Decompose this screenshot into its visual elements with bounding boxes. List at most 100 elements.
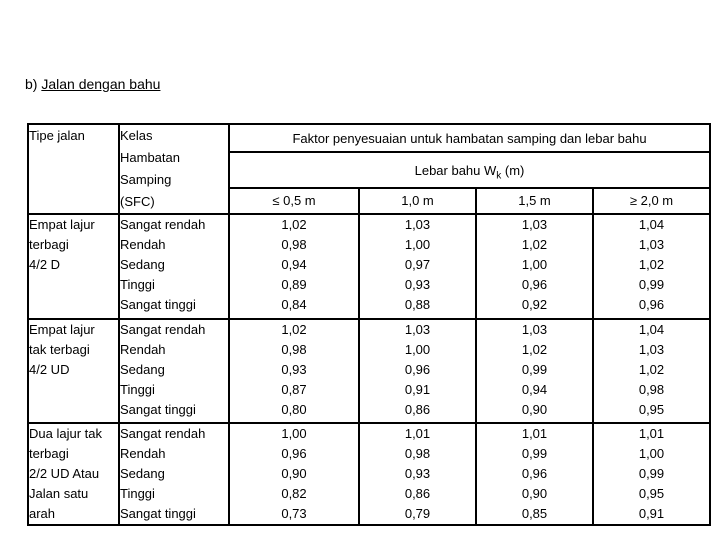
value-line: 0,89: [281, 277, 307, 292]
value-line: 1,02: [638, 257, 665, 272]
value-line: 0,87: [281, 382, 307, 397]
tipe-line: 2/2 UD Atau: [29, 466, 100, 481]
tipe-line: Dua lajur tak: [29, 426, 102, 441]
cell-values-1-0: 1,03 1,00 0,96 0,91 0,86: [358, 318, 477, 424]
tipe-line: 4/2 D: [29, 257, 61, 272]
header-row-1: Tipe jalan Kelas Hambatan Samping (SFC) …: [27, 122, 712, 215]
value-line: 1,03: [404, 217, 431, 232]
kelas-line: Sangat tinggi: [120, 297, 196, 312]
value-line: 0,92: [521, 297, 548, 312]
tipe-line: Empat lajur: [29, 322, 95, 337]
tipe-line: tak terbagi: [29, 342, 90, 357]
tipe-line: terbagi: [29, 237, 69, 252]
cell-values-ge-2-0: 1,04 1,03 1,02 0,99 0,96: [591, 213, 712, 320]
cell-values-1-5: 1,01 0,99 0,96 0,90 0,85: [475, 422, 594, 526]
value-line: 1,02: [521, 342, 548, 357]
value-line: 0,91: [638, 506, 665, 521]
header-width-1-5: 1,5 m: [475, 186, 594, 216]
value-line: 1,04: [638, 322, 665, 337]
value-line: 1,00: [404, 237, 431, 252]
cell-values-le-0-5: 1,02 0,98 0,94 0,89 0,84: [228, 213, 360, 320]
value-line: 0,86: [404, 402, 431, 417]
heading-title: Jalan dengan bahu: [41, 76, 161, 92]
value-line: 0,86: [404, 486, 431, 501]
value-line: 0,98: [404, 446, 431, 461]
value-line: 1,04: [638, 217, 665, 232]
value-line: 0,98: [638, 382, 665, 397]
kelas-line: Sedang: [120, 362, 165, 377]
value-line: 0,99: [638, 466, 665, 481]
value-line: 1,02: [638, 362, 665, 377]
value-line: 1,02: [281, 217, 307, 232]
header-width-le-0-5: ≤ 0,5 m: [228, 186, 360, 216]
value-line: 0,96: [404, 362, 431, 377]
header-lebar-bahu: Lebar bahu Wk (m): [227, 151, 712, 189]
value-line: 1,03: [638, 237, 665, 252]
kelas-line: Rendah: [120, 237, 166, 252]
value-line: 0,95: [638, 486, 665, 501]
tipe-line: terbagi: [29, 446, 69, 461]
kelas-line: Tinggi: [120, 486, 155, 501]
value-line: 0,90: [521, 486, 548, 501]
value-line: 0,91: [404, 382, 431, 397]
value-line: 1,02: [521, 237, 548, 252]
kelas-line: Rendah: [120, 342, 166, 357]
cell-tipe-jalan: Empat lajur tak terbagi 4/2 UD: [27, 318, 120, 424]
header-row-2: Lebar bahu Wk (m): [28, 151, 712, 189]
kelas-line: Sedang: [120, 466, 165, 481]
cell-values-ge-2-0: 1,04 1,03 1,02 0,98 0,95: [591, 318, 712, 424]
value-line: 0,96: [638, 297, 665, 312]
header-faktor-title: Faktor penyesuaian untuk hambatan sampin…: [227, 122, 712, 154]
value-line: 0,99: [638, 277, 665, 292]
value-line: 1,01: [521, 426, 548, 441]
tipe-line: Empat lajur: [29, 217, 95, 232]
header-kelas-line: Kelas: [120, 128, 153, 143]
cell-kelas-list: Sangat rendah Rendah Sedang Tinggi Sanga…: [118, 213, 230, 320]
table-row-empat-lajur-terbagi: Empat lajur terbagi 4/2 D Sangat rendah …: [27, 213, 712, 320]
cell-values-1-5: 1,03 1,02 0,99 0,94 0,90: [475, 318, 594, 424]
value-line: 0,73: [281, 506, 307, 521]
header-kelas-sfc: Kelas Hambatan Samping (SFC): [118, 123, 230, 215]
kelas-line: Tinggi: [120, 382, 155, 397]
value-line: 0,99: [521, 446, 548, 461]
value-line: 1,03: [638, 342, 665, 357]
header-kelas-line: Samping: [120, 172, 172, 187]
kelas-line: Sangat tinggi: [120, 402, 196, 417]
value-line: 1,03: [521, 217, 548, 232]
heading-prefix: b): [25, 76, 42, 92]
kelas-line: Rendah: [120, 446, 166, 461]
value-line: 0,94: [521, 382, 548, 397]
header-kelas-line: Hambatan: [120, 150, 180, 165]
value-line: 0,98: [281, 342, 307, 357]
value-line: 1,00: [521, 257, 548, 272]
value-line: 0,95: [638, 402, 665, 417]
cell-tipe-jalan: Dua lajur tak terbagi 2/2 UD Atau Jalan …: [27, 422, 120, 526]
kelas-line: Sedang: [120, 257, 165, 272]
value-line: 1,01: [638, 426, 665, 441]
kelas-line: Sangat rendah: [120, 426, 206, 441]
cell-values-le-0-5: 1,00 0,96 0,90 0,82 0,73: [228, 422, 360, 526]
value-line: 0,96: [281, 446, 307, 461]
cell-values-ge-2-0: 1,01 1,00 0,99 0,95 0,91: [591, 422, 712, 526]
lebar-bahu-pre: Lebar bahu W: [414, 162, 497, 178]
value-line: 0,96: [521, 277, 548, 292]
value-line: 1,00: [281, 426, 307, 441]
header-kelas-line: (SFC): [120, 194, 155, 209]
value-line: 0,93: [281, 362, 307, 377]
table-row-empat-lajur-tak-terbagi: Empat lajur tak terbagi 4/2 UD Sangat re…: [27, 318, 712, 424]
header-faktor-title-label: Faktor penyesuaian untuk hambatan sampin…: [292, 130, 647, 146]
value-line: 0,93: [404, 466, 431, 481]
kelas-line: Tinggi: [120, 277, 155, 292]
value-line: 0,88: [404, 297, 431, 312]
value-line: 0,80: [281, 402, 307, 417]
kelas-line: Sangat tinggi: [120, 506, 196, 521]
value-line: 0,82: [281, 486, 307, 501]
tipe-line: Jalan satu: [29, 486, 89, 501]
section-heading: b) Jalan dengan bahu: [25, 75, 160, 93]
value-line: 0,97: [404, 257, 431, 272]
cell-values-1-0: 1,03 1,00 0,97 0,93 0,88: [358, 213, 477, 320]
value-line: 0,79: [404, 506, 431, 521]
header-width-ge-2-0: ≥ 2,0 m: [591, 186, 712, 216]
cell-kelas-list: Sangat rendah Rendah Sedang Tinggi Sanga…: [118, 422, 230, 526]
